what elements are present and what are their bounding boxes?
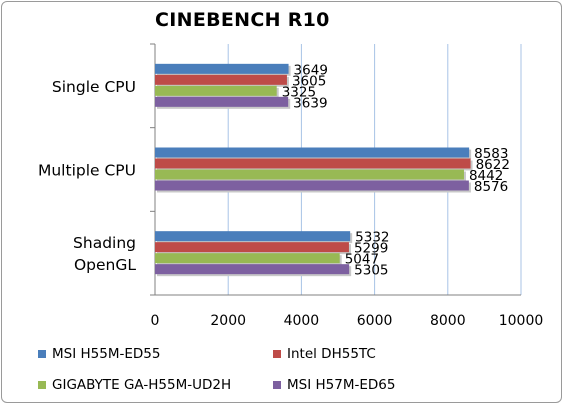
bar <box>155 85 277 96</box>
category-label: Single CPU <box>52 78 136 96</box>
category-label: OpenGL <box>74 256 136 274</box>
x-tick-label: 8000 <box>430 313 466 329</box>
category-label: Multiple CPU <box>38 162 136 180</box>
data-label: 8622 <box>476 157 510 173</box>
legend-item: MSI H55M-ED55 <box>38 346 160 362</box>
legend-swatch <box>273 350 281 358</box>
legend-label: GIGABYTE GA-H55M-UD2H <box>52 377 232 393</box>
category-label: Shading <box>73 234 136 252</box>
bar <box>155 147 470 158</box>
data-label: 5305 <box>354 263 388 279</box>
chart-title: CINEBENCH R10 <box>155 9 330 31</box>
bar <box>155 180 469 191</box>
data-label: 8442 <box>469 168 503 184</box>
bar <box>155 253 340 264</box>
data-label: 5047 <box>345 252 379 268</box>
legend-swatch <box>273 381 281 389</box>
data-label: 3605 <box>292 73 326 89</box>
data-label: 8576 <box>474 179 508 195</box>
x-tick-label: 10000 <box>499 313 544 329</box>
data-label: 3649 <box>294 62 328 78</box>
legend-swatch <box>38 381 46 389</box>
legend-swatch <box>38 350 46 358</box>
legend-item: MSI H57M-ED65 <box>273 377 395 393</box>
data-label: 5332 <box>355 230 389 246</box>
x-tick-label: 0 <box>151 313 160 329</box>
legend-item: GIGABYTE GA-H55M-UD2H <box>38 377 231 393</box>
data-label: 5299 <box>354 241 388 257</box>
legend-item: Intel DH55TC <box>273 346 376 362</box>
bar <box>155 74 287 85</box>
legend-label: MSI H55M-ED55 <box>52 346 161 362</box>
bar <box>155 231 351 242</box>
bar <box>155 169 464 180</box>
x-tick-label: 2000 <box>210 313 246 329</box>
x-tick-label: 6000 <box>357 313 393 329</box>
legend-label: Intel DH55TC <box>287 346 376 362</box>
bar <box>155 242 349 253</box>
bar <box>155 96 289 107</box>
bar <box>155 158 471 169</box>
data-label: 3325 <box>282 84 316 100</box>
legend-label: MSI H57M-ED65 <box>287 377 396 393</box>
bar <box>155 264 350 275</box>
bar <box>155 63 289 74</box>
x-tick-label: 4000 <box>284 313 320 329</box>
data-label: 3639 <box>293 95 327 111</box>
data-label: 8583 <box>474 146 508 162</box>
